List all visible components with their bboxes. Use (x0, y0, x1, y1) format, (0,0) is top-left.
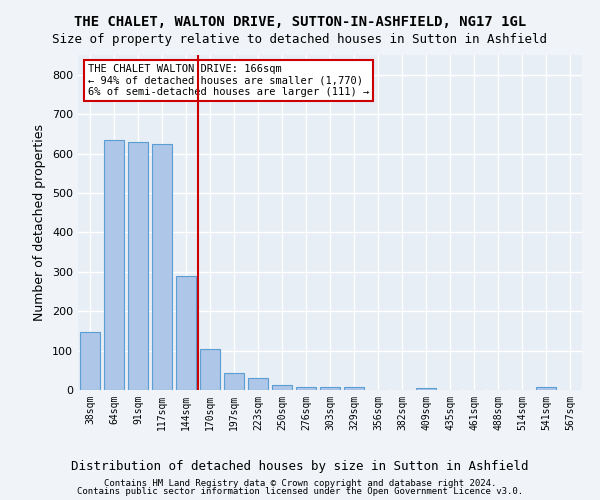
Bar (296, 387, 316, 390)
Bar (128, 142, 148, 390)
Bar (80, 332, 100, 390)
Text: THE CHALET, WALTON DRIVE, SUTTON-IN-ASHFIELD, NG17 1GL: THE CHALET, WALTON DRIVE, SUTTON-IN-ASHF… (74, 15, 526, 29)
Text: Size of property relative to detached houses in Sutton in Ashfield: Size of property relative to detached ho… (53, 32, 548, 46)
Bar (344, 387, 364, 390)
Y-axis label: Number of detached properties: Number of detached properties (34, 124, 46, 321)
Bar (224, 372, 244, 390)
Bar (104, 140, 124, 390)
Text: Contains HM Land Registry data © Crown copyright and database right 2024.: Contains HM Land Registry data © Crown c… (104, 478, 496, 488)
Text: Contains public sector information licensed under the Open Government Licence v3: Contains public sector information licen… (77, 487, 523, 496)
Bar (176, 276, 196, 390)
Bar (152, 144, 172, 390)
Bar (200, 349, 220, 390)
Text: THE CHALET WALTON DRIVE: 166sqm
← 94% of detached houses are smaller (1,770)
6% : THE CHALET WALTON DRIVE: 166sqm ← 94% of… (88, 64, 370, 97)
Text: Distribution of detached houses by size in Sutton in Ashfield: Distribution of detached houses by size … (71, 460, 529, 473)
Bar (272, 386, 292, 390)
Bar (248, 378, 268, 390)
Bar (320, 387, 340, 390)
Bar (536, 387, 556, 390)
Bar (416, 388, 436, 390)
